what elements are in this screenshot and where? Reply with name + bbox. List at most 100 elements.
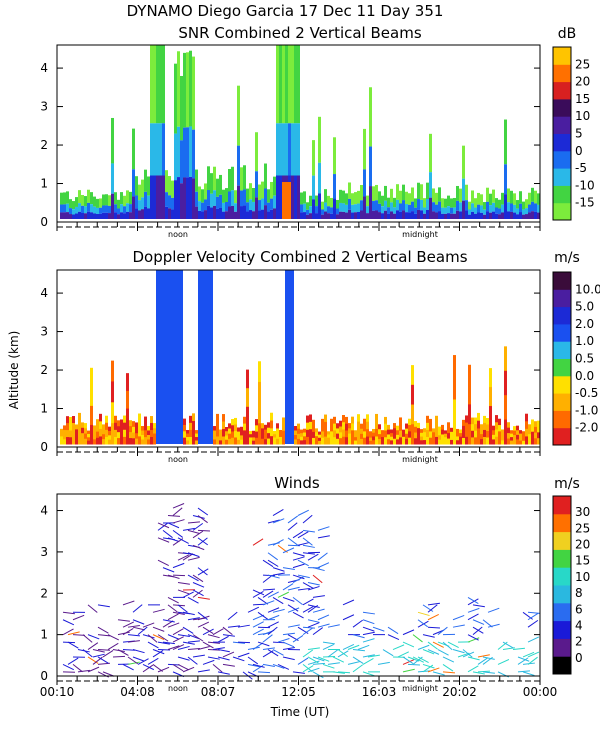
doppler-cell (339, 432, 342, 439)
snr-cell (192, 129, 195, 179)
doppler-cell (537, 426, 540, 433)
colorbar-tick-label: 20 (575, 75, 590, 89)
wind-barb (247, 663, 260, 668)
snr-cell (246, 188, 249, 203)
doppler-cell (108, 435, 111, 441)
colorbar-tick-label: 6 (575, 602, 583, 616)
snr-cell (249, 199, 252, 211)
snr-cell (522, 201, 525, 210)
doppler-cell (150, 430, 153, 438)
doppler-cell (414, 421, 417, 428)
doppler-cell (264, 434, 267, 440)
snr-cell (366, 195, 369, 207)
doppler-cell (66, 423, 69, 431)
doppler-cell (456, 440, 459, 445)
doppler-cell (288, 270, 291, 444)
doppler-cell (378, 439, 381, 445)
snr-cell (417, 209, 420, 219)
snr-cell (345, 204, 348, 213)
doppler-cell (366, 421, 369, 430)
doppler-cell (195, 430, 198, 435)
wind-barb (342, 614, 355, 621)
wind-barb (167, 574, 180, 579)
snr-cell (498, 208, 501, 215)
snr-cell (507, 188, 510, 203)
wind-barb (177, 604, 188, 613)
snr-cell (141, 179, 144, 198)
doppler-cell (99, 421, 102, 430)
snr-cell (405, 191, 408, 205)
wind-barb (147, 634, 158, 643)
doppler-cell (465, 436, 468, 445)
snr-cell (456, 185, 459, 201)
wind-barb (267, 621, 279, 628)
doppler-cell (81, 433, 84, 440)
snr-cell (501, 204, 504, 213)
snr-cell (108, 195, 111, 206)
colorbar-segment (553, 531, 571, 550)
snr-cell (93, 196, 96, 207)
doppler-cell (195, 440, 198, 445)
doppler-cell (90, 386, 93, 407)
doppler-cell (225, 435, 228, 441)
wind-barb (257, 671, 271, 674)
doppler-cell (309, 429, 312, 438)
doppler-cell (237, 427, 240, 433)
colorbar-segment (553, 358, 571, 377)
snr-cell (231, 205, 234, 219)
wind-barb (97, 634, 110, 637)
snr-cell (321, 209, 324, 215)
colorbar-tick-label: -2.0 (575, 421, 598, 435)
doppler-cell (165, 270, 168, 444)
wind-barb (152, 634, 165, 640)
snr-cell (423, 207, 426, 214)
snr-cell (474, 198, 477, 208)
doppler-cell (321, 437, 324, 445)
snr-cell (273, 176, 276, 196)
doppler-cell (444, 440, 447, 445)
doppler-cell (327, 434, 330, 439)
snr-cell (420, 199, 423, 211)
wind-barb (252, 628, 264, 636)
doppler-cell (144, 423, 147, 431)
doppler-cell (306, 415, 309, 424)
snr-cell (411, 187, 414, 202)
snr-cell (417, 199, 420, 210)
doppler-cell (498, 418, 501, 426)
wind-barb (432, 641, 444, 648)
snr-cell (252, 211, 255, 219)
wind-barb (287, 607, 300, 613)
snr-cell (402, 210, 405, 219)
wind-barb (167, 645, 180, 651)
colorbar-segment (553, 427, 571, 446)
doppler-cell (240, 431, 243, 436)
doppler-cell (330, 418, 333, 426)
snr-cell (138, 184, 141, 201)
doppler-cell (252, 440, 255, 445)
wind-barb (262, 647, 275, 651)
doppler-cell (279, 433, 282, 438)
snr-cell (483, 202, 486, 210)
doppler-cell (420, 429, 423, 434)
snr-cell (492, 211, 495, 219)
wind-barb (272, 596, 284, 605)
doppler-cell (243, 423, 246, 431)
doppler-cell (294, 439, 297, 445)
doppler-cell (354, 437, 357, 442)
snr-cell (258, 184, 261, 201)
wind-barb (202, 626, 214, 634)
doppler-cell (240, 426, 243, 432)
doppler-cell (297, 433, 300, 440)
wind-barb (342, 643, 355, 650)
colorbar-segment (553, 341, 571, 359)
doppler-cell (516, 439, 519, 445)
doppler-cell (72, 416, 75, 424)
snr-cell (474, 207, 477, 214)
doppler-cell (402, 436, 405, 441)
snr-cell (120, 204, 123, 213)
doppler-cell (519, 437, 522, 442)
wind-barb (192, 589, 204, 597)
doppler-cell (147, 425, 150, 431)
colorbar-segment (553, 168, 571, 186)
